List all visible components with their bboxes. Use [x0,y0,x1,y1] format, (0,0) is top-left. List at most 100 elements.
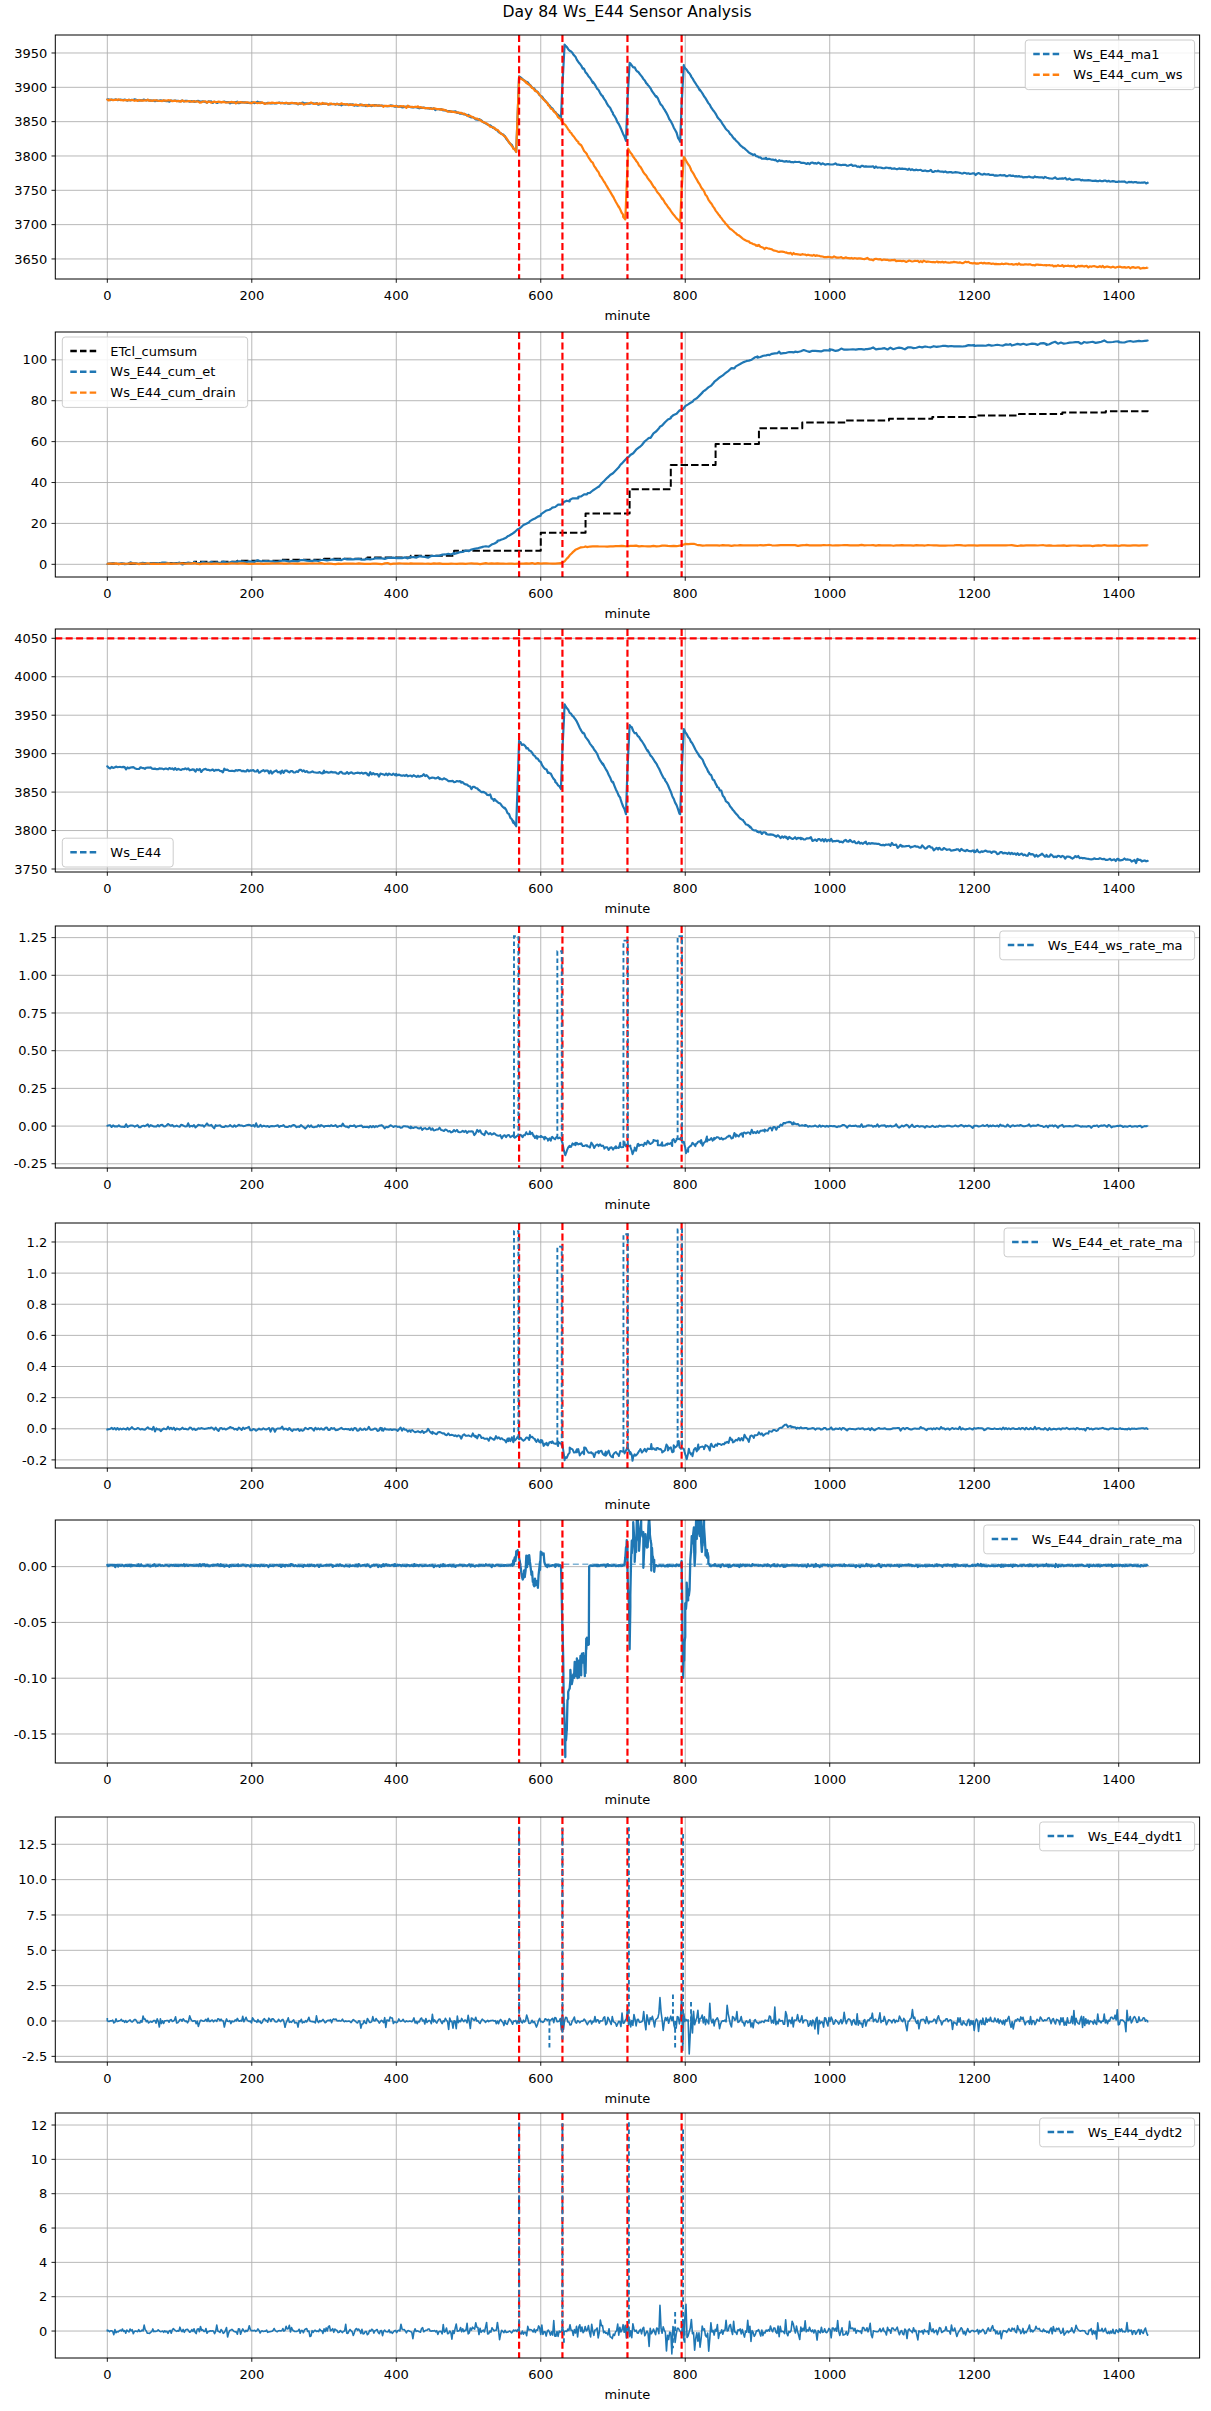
svg-text:1200: 1200 [958,1477,991,1492]
svg-text:800: 800 [673,1772,698,1787]
svg-text:1000: 1000 [813,881,846,896]
spike [557,951,561,1138]
svg-text:0: 0 [103,881,111,896]
legend: Ws_E44_ws_rate_ma [1000,931,1195,960]
svg-text:0.2: 0.2 [27,1390,48,1405]
svg-text:1200: 1200 [958,2071,991,2086]
svg-text:400: 400 [384,1477,409,1492]
svg-text:0.4: 0.4 [27,1359,48,1374]
spike [514,936,518,1136]
svg-text:800: 800 [673,1477,698,1492]
legend: Ws_E44 [62,838,173,867]
svg-text:0.50: 0.50 [18,1043,47,1058]
svg-text:-0.10: -0.10 [14,1671,48,1686]
svg-text:3800: 3800 [14,823,47,838]
svg-text:0: 0 [103,586,111,601]
svg-text:200: 200 [239,1177,264,1192]
svg-text:5.0: 5.0 [27,1943,48,1958]
svg-text:20: 20 [31,516,48,531]
spikes-group [514,936,682,1145]
svg-text:800: 800 [673,2367,698,2382]
legend: Ws_E44_et_rate_ma [1004,1228,1195,1257]
svg-text:10: 10 [31,2152,48,2167]
svg-text:1200: 1200 [958,288,991,303]
svg-text:0: 0 [39,2324,47,2339]
svg-text:Ws_E44_dydt2: Ws_E44_dydt2 [1088,2125,1183,2140]
spike [678,936,682,1140]
svg-text:200: 200 [239,2071,264,2086]
svg-text:Ws_E44: Ws_E44 [110,845,161,860]
svg-text:3850: 3850 [14,785,47,800]
svg-text:3650: 3650 [14,252,47,267]
svg-text:1400: 1400 [1102,2367,1135,2382]
svg-text:Ws_E44_dydt1: Ws_E44_dydt1 [1088,1829,1183,1844]
svg-text:0.00: 0.00 [18,1119,47,1134]
svg-text:200: 200 [239,881,264,896]
svg-text:400: 400 [384,586,409,601]
svg-text:ETcl_cumsum: ETcl_cumsum [110,344,197,359]
spike [557,1247,561,1442]
svg-text:1000: 1000 [813,2367,846,2382]
svg-text:-0.25: -0.25 [14,1156,48,1171]
svg-text:0.0: 0.0 [27,1421,48,1436]
svg-text:3850: 3850 [14,114,47,129]
svg-text:3900: 3900 [14,746,47,761]
svg-text:60: 60 [31,434,48,449]
svg-text:-0.15: -0.15 [14,1727,48,1742]
subplot-6: 0200400600800100012001400-0.15-0.10-0.05… [14,1510,1200,1807]
svg-text:10.0: 10.0 [18,1872,47,1887]
svg-text:3950: 3950 [14,708,47,723]
spike [678,1230,682,1446]
svg-text:0: 0 [103,1772,111,1787]
svg-text:1.00: 1.00 [18,968,47,983]
svg-text:1.25: 1.25 [18,930,47,945]
figure-title: Day 84 Ws_E44 Sensor Analysis [502,3,751,22]
svg-text:800: 800 [673,881,698,896]
legend: Ws_E44_ma1Ws_E44_cum_ws [1025,40,1194,90]
svg-text:400: 400 [384,288,409,303]
svg-text:200: 200 [239,288,264,303]
svg-text:1400: 1400 [1102,2071,1135,2086]
svg-text:600: 600 [528,2071,553,2086]
subplots-group: 0200400600800100012001400365037003750380… [14,35,1200,2402]
x-axis-label: minute [605,606,651,621]
svg-text:1400: 1400 [1102,1177,1135,1192]
svg-text:0: 0 [39,557,47,572]
subplot-1: 0200400600800100012001400365037003750380… [14,35,1199,323]
svg-text:1000: 1000 [813,586,846,601]
svg-text:2: 2 [39,2289,47,2304]
svg-text:0: 0 [103,2367,111,2382]
svg-text:800: 800 [673,1177,698,1192]
svg-text:Ws_E44_ws_rate_ma: Ws_E44_ws_rate_ma [1048,938,1183,953]
svg-text:0: 0 [103,2071,111,2086]
subplot-5: 0200400600800100012001400-0.20.00.20.40.… [22,1223,1200,1512]
svg-text:400: 400 [384,1177,409,1192]
svg-text:3950: 3950 [14,46,47,61]
svg-text:600: 600 [528,881,553,896]
svg-text:4000: 4000 [14,669,47,684]
svg-text:1000: 1000 [813,1772,846,1787]
svg-text:1400: 1400 [1102,1772,1135,1787]
svg-text:800: 800 [673,288,698,303]
svg-text:0: 0 [103,1177,111,1192]
x-axis-label: minute [605,1497,651,1512]
subplot-8: 0200400600800100012001400024681012minute… [31,2113,1200,2402]
legend: ETcl_cumsumWs_E44_cum_etWs_E44_cum_drain [62,337,247,407]
x-axis-label: minute [605,2387,651,2402]
svg-text:800: 800 [673,586,698,601]
svg-text:-0.05: -0.05 [14,1615,48,1630]
x-axis-label: minute [605,1197,651,1212]
legend: Ws_E44_dydt2 [1040,2118,1195,2147]
svg-text:1400: 1400 [1102,1477,1135,1492]
axis-ticks: 0200400600800100012001400024681012 [31,2118,1135,2382]
svg-text:600: 600 [528,586,553,601]
svg-text:600: 600 [528,1177,553,1192]
svg-text:1200: 1200 [958,2367,991,2382]
svg-text:0.6: 0.6 [27,1328,48,1343]
svg-text:12: 12 [31,2118,48,2133]
svg-text:40: 40 [31,475,48,490]
svg-text:200: 200 [239,586,264,601]
svg-text:1400: 1400 [1102,586,1135,601]
svg-text:7.5: 7.5 [27,1908,48,1923]
svg-text:Ws_E44_cum_et: Ws_E44_cum_et [110,364,215,379]
